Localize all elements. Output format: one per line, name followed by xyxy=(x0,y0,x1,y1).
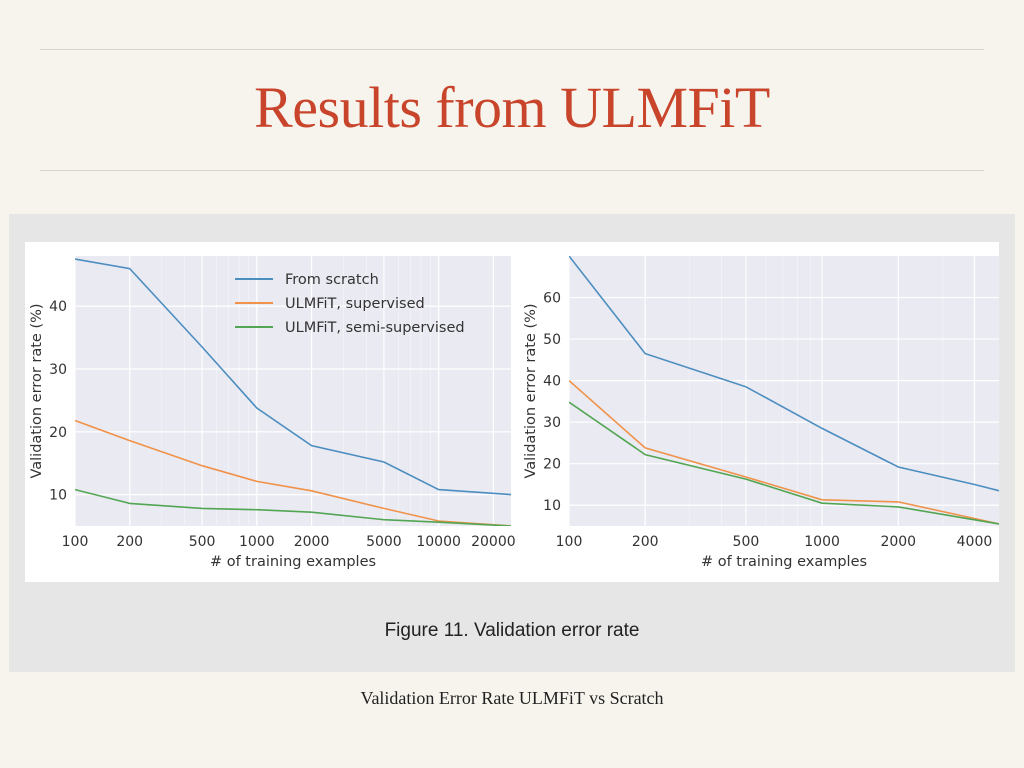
x-tick-label: 500 xyxy=(189,534,216,550)
x-tick-label: 200 xyxy=(116,534,143,550)
x-tick-label: 5000 xyxy=(366,534,402,550)
y-tick-label: 50 xyxy=(543,332,561,348)
figure-caption: Figure 11. Validation error rate xyxy=(384,620,640,641)
x-tick-label: 10000 xyxy=(416,534,461,550)
chart-1: 100 200 500 1000 2000 5000 10000 20000 10 20 30 40 #… xyxy=(29,256,516,570)
slide-caption: Validation Error Rate ULMFiT vs Scratch xyxy=(360,688,664,708)
y-tick-label: 60 xyxy=(543,291,561,307)
legend-label: ULMFiT, supervised xyxy=(285,296,425,312)
plots-container: 100 200 500 1000 2000 5000 10000 20000 10 20 30 40 #… xyxy=(25,242,999,582)
y-axis-label: Validation error rate (%) xyxy=(523,303,539,478)
x-axis-label: # of training examples xyxy=(210,554,376,570)
y-axis-label: Validation error rate (%) xyxy=(29,303,45,478)
series-line-from-scratch xyxy=(75,258,511,496)
y-tick-label: 40 xyxy=(543,374,561,390)
plot-area xyxy=(569,256,999,526)
x-tick-label: 200 xyxy=(632,534,659,550)
figure-panel: 100 200 500 1000 2000 5000 10000 20000 10 20 30 40 #… xyxy=(9,214,1015,672)
x-axis-label: # of training examples xyxy=(701,554,867,570)
series-line-ulmfit-semi-supervised xyxy=(75,488,511,526)
legend-label: ULMFiT, semi-supervised xyxy=(285,320,465,336)
chart-2: 100 200 500 1000 2000 4000 10 20 30 40 50 60 # of tr… xyxy=(523,256,999,570)
x-tick-label: 2000 xyxy=(294,534,330,550)
charts-svg: 100 200 500 1000 2000 5000 10000 20000 10 20 30 40 #… xyxy=(29,256,999,570)
y-tick-label: 10 xyxy=(49,488,67,504)
x-tick-label: 20000 xyxy=(471,534,516,550)
x-tick-label: 4000 xyxy=(957,534,993,550)
x-tick-label: 1000 xyxy=(804,534,840,550)
x-tick-label: 2000 xyxy=(880,534,916,550)
y-tick-label: 30 xyxy=(543,415,561,431)
x-tick-label: 100 xyxy=(62,534,89,550)
series-line-ulmfit-supervised xyxy=(75,419,511,526)
y-tick-label: 20 xyxy=(49,425,67,441)
title-underline-rule xyxy=(40,170,984,171)
x-tick-label: 1000 xyxy=(239,534,275,550)
y-tick-label: 10 xyxy=(543,498,561,514)
legend-label: From scratch xyxy=(285,272,379,288)
slide-title: Results from ULMFiT xyxy=(254,75,770,140)
y-tick-label: 20 xyxy=(543,457,561,473)
x-tick-label: 100 xyxy=(556,534,583,550)
y-tick-label: 40 xyxy=(49,299,67,315)
x-tick-label: 500 xyxy=(733,534,760,550)
series-line-series xyxy=(569,256,999,492)
top-rule xyxy=(40,49,984,50)
y-tick-label: 30 xyxy=(49,362,67,378)
legend: From scratch ULMFiT, supervised ULMFiT, se… xyxy=(235,272,465,336)
series-line-series xyxy=(569,380,999,525)
series-line-series xyxy=(569,401,999,525)
